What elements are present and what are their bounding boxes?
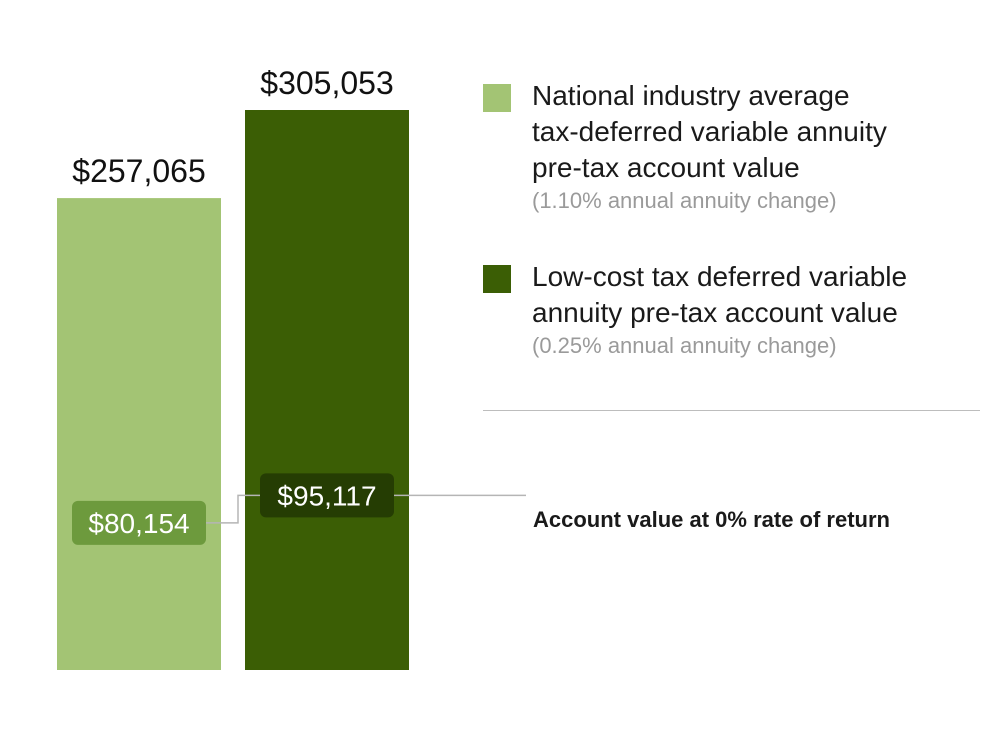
legend-text: Low-cost tax deferred variable annuity p… bbox=[532, 259, 982, 361]
zero-return-badge bbox=[260, 473, 394, 518]
bar-value-label: $257,065 bbox=[72, 153, 205, 189]
zero-return-label: $80,154 bbox=[88, 508, 189, 539]
bar-value-label: $305,053 bbox=[260, 65, 393, 101]
legend-text: National industry average tax-deferred v… bbox=[532, 78, 982, 216]
divider bbox=[483, 410, 980, 411]
legend-swatch-light-green bbox=[483, 84, 511, 112]
annotation-zero-return: Account value at 0% rate of return bbox=[533, 507, 890, 532]
legend-note: (1.10% annual annuity change) bbox=[532, 188, 837, 213]
legend-note: (0.25% annual annuity change) bbox=[532, 333, 837, 358]
legend-swatch-dark-green bbox=[483, 265, 511, 293]
zero-return-badge bbox=[72, 500, 206, 545]
legend-label-line: Low-cost tax deferred variable bbox=[532, 261, 908, 292]
bar-2 bbox=[245, 110, 409, 670]
connector-line bbox=[206, 494, 260, 524]
bar-1 bbox=[57, 198, 221, 670]
legend-label-line: National industry average bbox=[532, 80, 850, 111]
legend-label-line: pre-tax account value bbox=[532, 152, 800, 183]
zero-return-label: $95,117 bbox=[277, 480, 376, 511]
legend-label-line: tax-deferred variable annuity bbox=[532, 116, 887, 147]
legend-label-line: annuity pre-tax account value bbox=[532, 297, 898, 328]
